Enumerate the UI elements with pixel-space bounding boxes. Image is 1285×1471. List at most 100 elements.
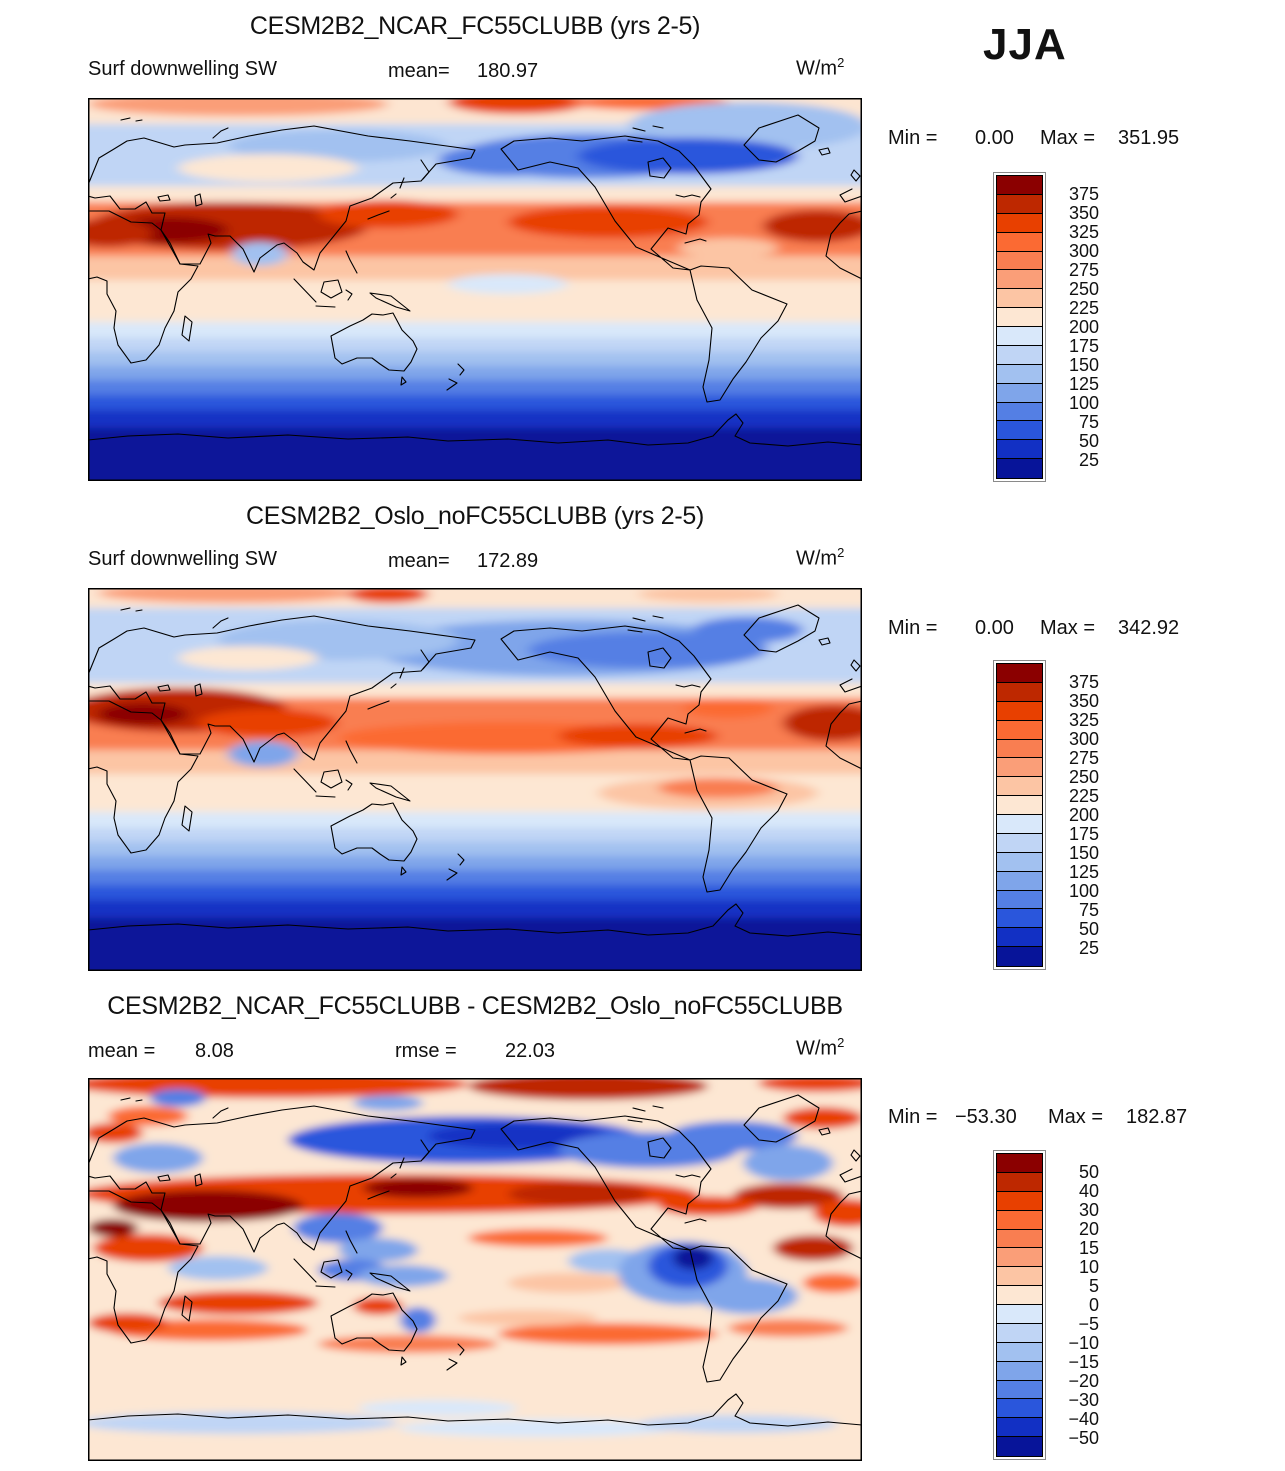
panel1-max-value: 351.95 xyxy=(1118,127,1180,149)
colorbar-tick-label: 300 xyxy=(1068,729,1099,749)
colorbar-tick-label: 225 xyxy=(1068,786,1099,806)
colorbar-cell xyxy=(997,1437,1042,1456)
colorbar-tick-label: 300 xyxy=(1068,241,1099,261)
colorbar-cell xyxy=(997,421,1042,441)
panel1-units-base: W/m xyxy=(796,57,838,80)
colorbar-tick-label: 325 xyxy=(1068,710,1099,730)
colorbar-cell xyxy=(997,232,1042,252)
panel3-rmse-label: rmse = xyxy=(395,1040,457,1062)
colorbar-tick-label: −40 xyxy=(1068,1409,1099,1429)
colorbar-cell xyxy=(997,1323,1042,1343)
colorbar-tick-label: 200 xyxy=(1068,317,1099,337)
panel3-colorbar-labels: 50 40 30 20 15 10 5 0 −5 −10 −15 −20 −30 −40 −50 xyxy=(1053,1153,1099,1457)
colorbar-cell xyxy=(997,1229,1042,1249)
colorbar-cell xyxy=(997,1154,1042,1173)
colorbar-cell xyxy=(997,720,1042,740)
colorbar-tick-label: 20 xyxy=(1078,1219,1099,1239)
colorbar-cell xyxy=(997,796,1042,815)
colorbar-tick-label: 350 xyxy=(1068,203,1099,223)
colorbar-tick-label: 75 xyxy=(1078,900,1099,920)
panel1-map-svg xyxy=(88,98,862,481)
colorbar-cell xyxy=(997,664,1042,683)
colorbar-tick-label: 350 xyxy=(1068,691,1099,711)
colorbar-cell xyxy=(997,1286,1042,1305)
colorbar-cell xyxy=(997,270,1042,290)
colorbar-tick-label: 15 xyxy=(1078,1238,1099,1258)
colorbar-cell xyxy=(997,345,1042,365)
colorbar-tick-label: 250 xyxy=(1068,767,1099,787)
panel2-map xyxy=(88,588,862,971)
colorbar-cell xyxy=(997,1418,1042,1438)
colorbar-cell xyxy=(997,928,1042,948)
panel2-colorbar-cells xyxy=(993,660,1046,970)
colorbar-cell xyxy=(997,289,1042,309)
colorbar-cell xyxy=(997,890,1042,910)
colorbar-cell xyxy=(997,1380,1042,1400)
colorbar-cell xyxy=(997,701,1042,721)
colorbar-tick-label: 175 xyxy=(1068,824,1099,844)
colorbar-tick-label: 50 xyxy=(1078,919,1099,939)
colorbar-cell xyxy=(997,213,1042,233)
panel3-max-label: Max = xyxy=(1048,1106,1104,1128)
panel3-units: W/m2 xyxy=(796,1035,844,1061)
colorbar-cell xyxy=(997,852,1042,872)
panel1-title: CESM2B2_NCAR_FC55CLUBB (yrs 2-5) xyxy=(249,12,701,40)
colorbar-cell xyxy=(997,1210,1042,1230)
panel1-min-label: Min = xyxy=(888,127,938,149)
colorbar-tick-label: 150 xyxy=(1068,355,1099,375)
panel2-max-value: 342.92 xyxy=(1118,617,1180,639)
panel2-min-value: 0.00 xyxy=(975,617,1014,639)
colorbar-tick-label: 25 xyxy=(1078,450,1099,470)
panel3-map-svg xyxy=(88,1078,862,1461)
panel2-colorbar: 375 350 325 300 275 250 225 200 175 150 125 100 75 50… xyxy=(993,660,1156,970)
colorbar-cell xyxy=(997,777,1042,797)
panel2-mean-label: mean= xyxy=(388,550,450,572)
colorbar-cell xyxy=(997,739,1042,759)
panel2-units: W/m2 xyxy=(796,545,844,571)
colorbar-tick-label: −5 xyxy=(1078,1314,1099,1334)
panel1-units: W/m2 xyxy=(796,55,844,81)
colorbar-cell xyxy=(997,833,1042,853)
panel1-mean-label: mean= xyxy=(388,60,450,82)
colorbar-cell xyxy=(997,1399,1042,1419)
colorbar-cell xyxy=(997,1305,1042,1324)
colorbar-cell xyxy=(997,459,1042,478)
colorbar-cell xyxy=(997,251,1042,271)
colorbar-tick-label: 125 xyxy=(1068,374,1099,394)
panel3-units-base: W/m xyxy=(796,1037,838,1060)
colorbar-cell xyxy=(997,1191,1042,1211)
colorbar-cell xyxy=(997,1342,1042,1362)
colorbar-cell xyxy=(997,383,1042,403)
panel3-min-label: Min = xyxy=(888,1106,938,1128)
colorbar-tick-label: 40 xyxy=(1078,1181,1099,1201)
panel2-units-base: W/m xyxy=(796,547,838,570)
colorbar-tick-label: 375 xyxy=(1068,672,1099,692)
colorbar-cell xyxy=(997,1172,1042,1192)
colorbar-tick-label: −30 xyxy=(1068,1390,1099,1410)
panel2-units-exponent: 2 xyxy=(837,545,845,560)
colorbar-tick-label: 100 xyxy=(1068,393,1099,413)
colorbar-tick-label: −10 xyxy=(1068,1333,1099,1353)
colorbar-tick-label: 200 xyxy=(1068,805,1099,825)
colorbar-tick-label: 125 xyxy=(1068,862,1099,882)
panel3-rmse-value: 22.03 xyxy=(505,1040,556,1062)
colorbar-cell xyxy=(997,871,1042,891)
colorbar-tick-label: −15 xyxy=(1068,1352,1099,1372)
colorbar-tick-label: 100 xyxy=(1068,881,1099,901)
season-label: JJA xyxy=(983,20,1067,69)
panel1-variable-label: Surf downwelling SW xyxy=(88,58,277,80)
colorbar-tick-label: 150 xyxy=(1068,843,1099,863)
colorbar-tick-label: 5 xyxy=(1088,1276,1099,1296)
panel2-mean-value: 172.89 xyxy=(477,550,539,572)
colorbar-cell xyxy=(997,815,1042,834)
panel3-colorbar: 50 40 30 20 15 10 5 0 −5 −10 −15 −20 −30 −40 −50 xyxy=(993,1150,1156,1460)
colorbar-tick-label: 225 xyxy=(1068,298,1099,318)
colorbar-tick-label: 0 xyxy=(1088,1295,1099,1315)
colorbar-cell xyxy=(997,1248,1042,1268)
panel1-colorbar-labels: 375 350 325 300 275 250 225 200 175 150 125 100 75 50… xyxy=(1053,175,1099,479)
colorbar-tick-label: 250 xyxy=(1068,279,1099,299)
panel3-mean-label: mean = xyxy=(88,1040,156,1062)
colorbar-tick-label: 275 xyxy=(1068,260,1099,280)
colorbar-cell xyxy=(997,364,1042,384)
panel2-variable-label: Surf downwelling SW xyxy=(88,548,277,570)
